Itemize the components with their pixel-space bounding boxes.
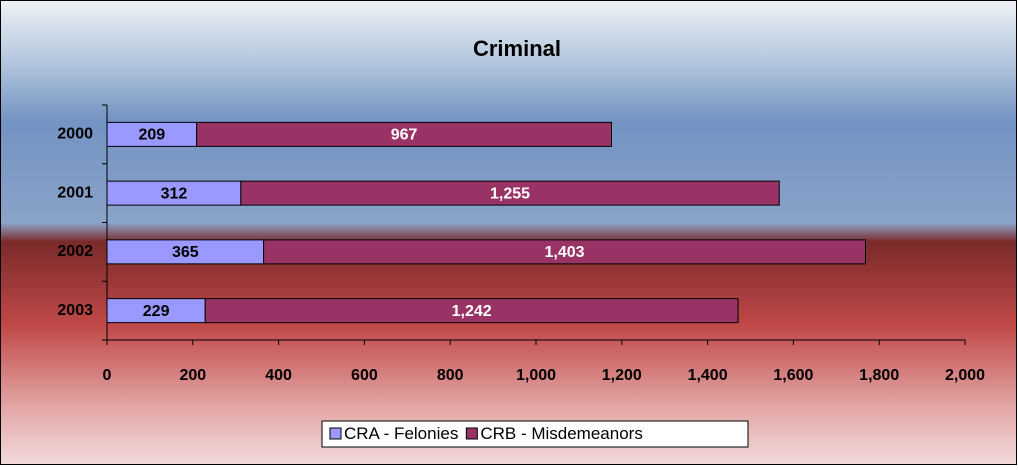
x-tick-label: 600 xyxy=(351,367,378,384)
chart-title: Criminal xyxy=(473,36,561,61)
x-tick-label: 400 xyxy=(265,367,292,384)
data-label: 209 xyxy=(138,127,165,144)
x-tick-label: 1,200 xyxy=(602,367,642,384)
legend-swatch xyxy=(465,427,478,440)
x-tick-label: 1,400 xyxy=(688,367,728,384)
y-tick-label: 2003 xyxy=(57,302,93,319)
data-label: 365 xyxy=(172,244,199,261)
bar-segment xyxy=(263,239,866,265)
bar-segment xyxy=(240,180,780,206)
data-label: 229 xyxy=(143,303,170,320)
legend-box xyxy=(321,420,749,448)
data-label: 312 xyxy=(161,185,188,202)
x-tick-label: 1,800 xyxy=(859,367,899,384)
data-label: 1,403 xyxy=(545,244,585,261)
y-tick-label: 2002 xyxy=(57,243,93,260)
bar-segment xyxy=(204,298,739,324)
legend-label: CRA - Felonies xyxy=(344,424,458,443)
x-tick-label: 2,000 xyxy=(945,367,985,384)
x-tick-label: 800 xyxy=(437,367,464,384)
x-tick-label: 1,600 xyxy=(773,367,813,384)
data-label: 1,242 xyxy=(452,303,492,320)
x-tick-label: 0 xyxy=(103,367,112,384)
x-tick-label: 1,000 xyxy=(516,367,556,384)
y-tick-label: 2001 xyxy=(57,184,93,201)
data-label: 967 xyxy=(391,127,418,144)
legend-label: CRB - Misdemeanors xyxy=(480,424,643,443)
y-tick-label: 2000 xyxy=(57,126,93,143)
x-tick-label: 200 xyxy=(179,367,206,384)
bar-segment xyxy=(196,121,613,147)
data-label: 1,255 xyxy=(490,185,530,202)
legend-swatch xyxy=(329,427,342,440)
